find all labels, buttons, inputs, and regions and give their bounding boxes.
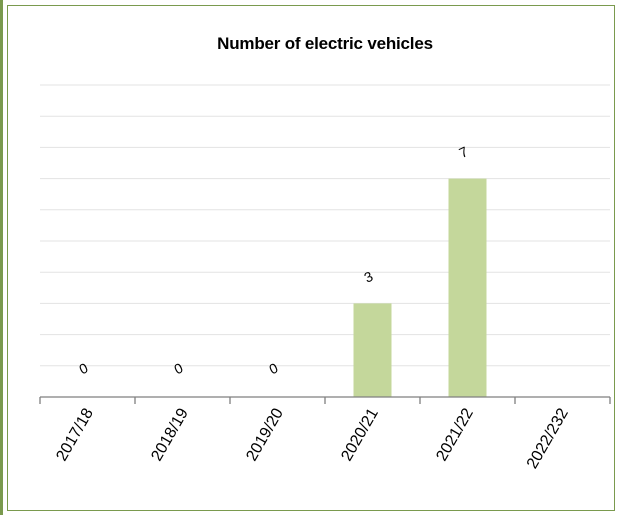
x-tick-label: 2019/20 (243, 405, 287, 464)
bars (353, 178, 487, 397)
chart-frame (7, 5, 615, 511)
bar (448, 178, 487, 397)
gridlines (40, 84, 610, 367)
x-axis (39, 396, 611, 404)
data-label: 0 (171, 359, 185, 377)
data-label: 3 (361, 268, 375, 286)
left-border (0, 0, 3, 515)
chart-title: Number of electric vehicles (217, 34, 433, 53)
bar (353, 303, 392, 397)
x-tick-label: 2022/232 (524, 405, 572, 471)
data-label: 7 (456, 143, 470, 161)
x-tick-labels: 2017/18 2018/19 2019/20 2020/21 2021/22 2022/… (53, 405, 572, 471)
x-tick-label: 2020/21 (338, 405, 382, 464)
data-label: 0 (76, 359, 90, 377)
data-label: 0 (266, 359, 280, 377)
x-tick-label: 2021/22 (433, 405, 477, 464)
x-tick-label: 2017/18 (53, 405, 97, 464)
x-tick-label: 2018/19 (148, 405, 192, 464)
